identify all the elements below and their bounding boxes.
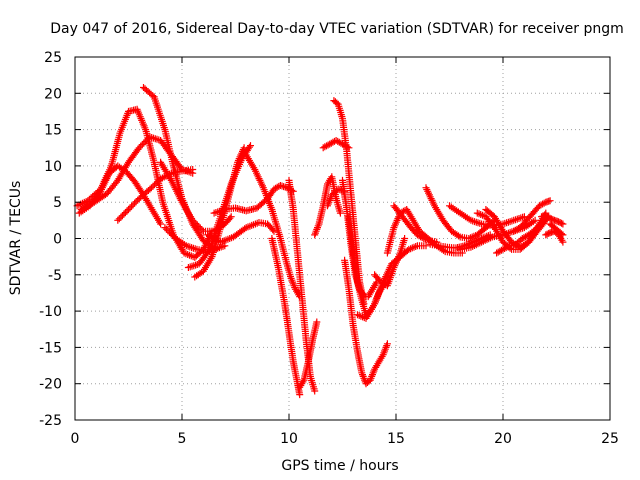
x-tick-label: 10: [280, 431, 298, 447]
y-tick-label: 0: [53, 232, 62, 248]
axis-ticks: 0 5 10 15 20 25 -25 -20 -15 -10 -5 0 5 10 15 20 25: [39, 50, 619, 447]
data-marker-trace: [211, 182, 297, 217]
x-tick-label: 0: [71, 431, 80, 447]
y-tick-label: -20: [39, 377, 62, 393]
y-tick-label: 25: [44, 50, 62, 66]
y-tick-label: 10: [44, 159, 62, 175]
x-tick-label: 20: [494, 431, 512, 447]
data-points: [74, 84, 567, 398]
x-tick-label: 5: [178, 431, 187, 447]
chart-title: Day 047 of 2016, Sidereal Day-to-day VTE…: [50, 21, 624, 37]
data-marker-trace: [74, 106, 216, 261]
series-1: [74, 106, 216, 261]
x-tick-label: 25: [601, 431, 619, 447]
y-tick-label: -5: [48, 268, 62, 284]
data-marker-trace: [78, 133, 196, 213]
y-tick-label: -15: [39, 340, 62, 356]
x-axis-label: GPS time / hours: [281, 458, 398, 474]
series-11: [211, 182, 297, 217]
y-tick-label: -25: [39, 413, 62, 429]
y-axis-label: SDTVAR / TECUs: [8, 181, 24, 296]
y-tick-label: 15: [44, 123, 62, 139]
x-tick-label: 15: [387, 431, 405, 447]
y-tick-label: -10: [39, 304, 62, 320]
y-tick-label: 20: [44, 86, 62, 102]
chart: 0 5 10 15 20 25 -25 -20 -15 -10 -5 0 5 10 15 20 25 Day 0…: [0, 0, 640, 480]
y-tick-label: 5: [53, 195, 62, 211]
series-3: [78, 133, 196, 213]
